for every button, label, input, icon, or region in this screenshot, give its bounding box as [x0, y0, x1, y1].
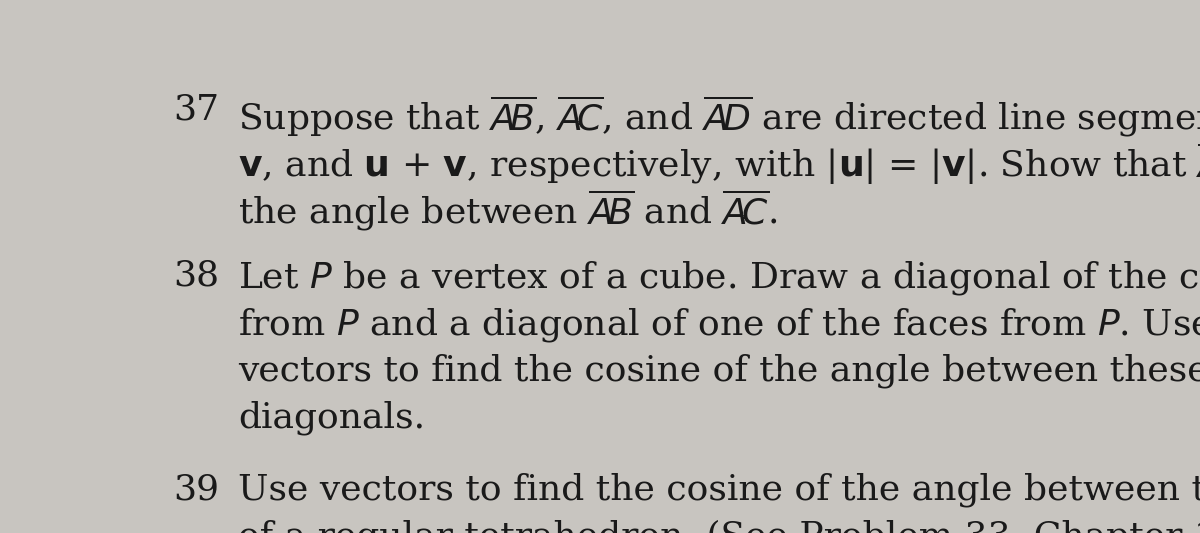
- Text: Let $\mathit{P}$ be a vertex of a cube. Draw a diagonal of the cube: Let $\mathit{P}$ be a vertex of a cube. …: [239, 259, 1200, 297]
- Text: 38: 38: [173, 259, 220, 293]
- Text: 39: 39: [173, 472, 220, 506]
- Text: from $\mathit{P}$ and a diagonal of one of the faces from $\mathit{P}$. Use: from $\mathit{P}$ and a diagonal of one …: [239, 306, 1200, 344]
- Text: Suppose that $\overline{\mathit{A}\!\mathit{B}}$, $\overline{\mathit{A}\!\mathit: Suppose that $\overline{\mathit{A}\!\mat…: [239, 93, 1200, 139]
- Text: Use vectors to find the cosine of the angle between two faces: Use vectors to find the cosine of the an…: [239, 472, 1200, 507]
- Text: the angle between $\overline{\mathit{A}\!\mathit{B}}$ and $\overline{\mathit{A}\: the angle between $\overline{\mathit{A}\…: [239, 187, 778, 233]
- Text: diagonals.: diagonals.: [239, 400, 426, 435]
- Text: $\mathbf{v}$, and $\mathbf{u}$ + $\mathbf{v}$, respectively, with |$\mathbf{u}$|: $\mathbf{v}$, and $\mathbf{u}$ + $\mathb…: [239, 140, 1200, 187]
- Text: 37: 37: [173, 93, 220, 127]
- Text: of a regular tetrahedron. (See Problem 33, Chapter 13,: of a regular tetrahedron. (See Problem 3…: [239, 520, 1200, 533]
- Text: vectors to find the cosine of the angle between these two: vectors to find the cosine of the angle …: [239, 353, 1200, 388]
